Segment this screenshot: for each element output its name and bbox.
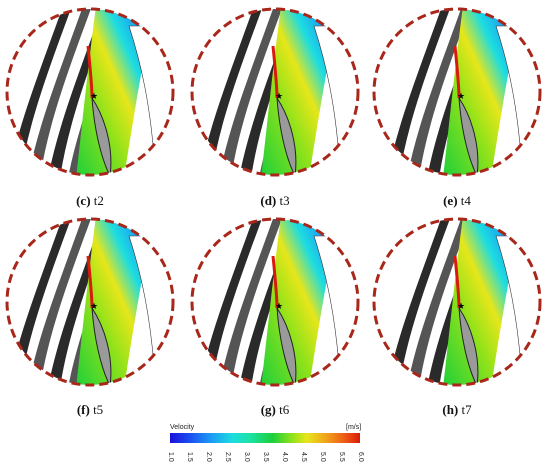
star-marker: ★ bbox=[457, 302, 465, 312]
colorbar-tick-label: 4.5 bbox=[300, 452, 307, 462]
panel-h: ★ bbox=[371, 216, 543, 388]
star-marker: ★ bbox=[275, 92, 283, 102]
caption-time: t7 bbox=[461, 402, 472, 417]
caption-c: (c) t2 bbox=[4, 193, 176, 209]
colorbar-tick-label: 2.0 bbox=[205, 452, 212, 462]
star-marker: ★ bbox=[90, 302, 98, 312]
colorbar-tick-label: 2.5 bbox=[224, 452, 231, 462]
caption-d: (d) t3 bbox=[189, 193, 361, 209]
caption-label: (e) bbox=[443, 193, 458, 208]
circle-border bbox=[372, 7, 542, 177]
high-velocity-stripe bbox=[271, 255, 279, 309]
colorbar-title: Velocity bbox=[170, 424, 195, 431]
caption-label: (g) bbox=[260, 402, 276, 417]
high-velocity-stripe bbox=[86, 255, 94, 309]
colorbar-tick-label: 1.5 bbox=[186, 452, 193, 462]
caption-label: (f) bbox=[76, 402, 90, 417]
blade-shape bbox=[28, 9, 92, 175]
high-velocity-stripe bbox=[271, 45, 279, 99]
vane-shape bbox=[458, 96, 479, 175]
caption-label: (d) bbox=[260, 193, 277, 208]
caption-e: (e) t4 bbox=[371, 193, 543, 209]
colorbar-tick-label: 6.0 bbox=[357, 452, 364, 462]
high-velocity-stripe bbox=[453, 45, 461, 99]
caption-g: (g) t6 bbox=[189, 402, 361, 418]
circle-border bbox=[5, 7, 175, 177]
flow-region bbox=[76, 9, 154, 175]
vane-shape bbox=[91, 306, 112, 385]
colorbar-tick-label: 5.5 bbox=[338, 452, 345, 462]
panel-g: ★ bbox=[189, 216, 361, 388]
panel-d: ★ bbox=[189, 6, 361, 178]
blade-shape bbox=[8, 219, 72, 385]
caption-h: (h) t7 bbox=[371, 402, 543, 418]
star-marker: ★ bbox=[457, 92, 465, 102]
circle-border bbox=[372, 217, 542, 387]
vane-shape bbox=[276, 96, 297, 175]
flow-region bbox=[261, 219, 339, 385]
vane-shape bbox=[458, 306, 479, 385]
blade-shape bbox=[8, 9, 72, 175]
caption-time: t2 bbox=[93, 193, 104, 208]
flow-region bbox=[443, 9, 521, 175]
colorbar-tick-label: 3.5 bbox=[262, 452, 269, 462]
caption-time: t3 bbox=[279, 193, 290, 208]
colorbar-unit: [m/s] bbox=[346, 424, 362, 431]
panel-f: ★ bbox=[4, 216, 176, 388]
panel-c: ★ bbox=[4, 6, 176, 178]
blade-shape bbox=[219, 9, 283, 175]
vane-shape bbox=[91, 96, 112, 175]
caption-time: t6 bbox=[279, 402, 290, 417]
caption-time: t5 bbox=[93, 402, 104, 417]
caption-label: (c) bbox=[76, 193, 91, 208]
panel-e: ★ bbox=[371, 6, 543, 178]
colorbar bbox=[170, 433, 360, 443]
blade-shape bbox=[199, 9, 263, 175]
circle-border bbox=[190, 217, 360, 387]
caption-label: (h) bbox=[442, 402, 459, 417]
vane-shape bbox=[276, 306, 297, 385]
colorbar-tick-label: 3.0 bbox=[243, 452, 250, 462]
blade-shape bbox=[387, 9, 451, 175]
blade-shape bbox=[199, 219, 263, 385]
star-marker: ★ bbox=[90, 92, 98, 102]
circle-border bbox=[190, 7, 360, 177]
blade-shape bbox=[28, 219, 92, 385]
colorbar-tick-label: 5.0 bbox=[319, 452, 326, 462]
star-marker: ★ bbox=[275, 302, 283, 312]
flow-region bbox=[443, 219, 521, 385]
circle-border bbox=[5, 217, 175, 387]
high-velocity-stripe bbox=[86, 45, 94, 99]
colorbar-tick-label: 1.0 bbox=[167, 452, 174, 462]
blade-shape bbox=[219, 219, 283, 385]
caption-time: t4 bbox=[460, 193, 471, 208]
caption-f: (f) t5 bbox=[4, 402, 176, 418]
flow-region bbox=[261, 9, 339, 175]
flow-region bbox=[76, 219, 154, 385]
high-velocity-stripe bbox=[453, 255, 461, 309]
colorbar-tick-label: 4.0 bbox=[281, 452, 288, 462]
blade-shape bbox=[387, 219, 451, 385]
